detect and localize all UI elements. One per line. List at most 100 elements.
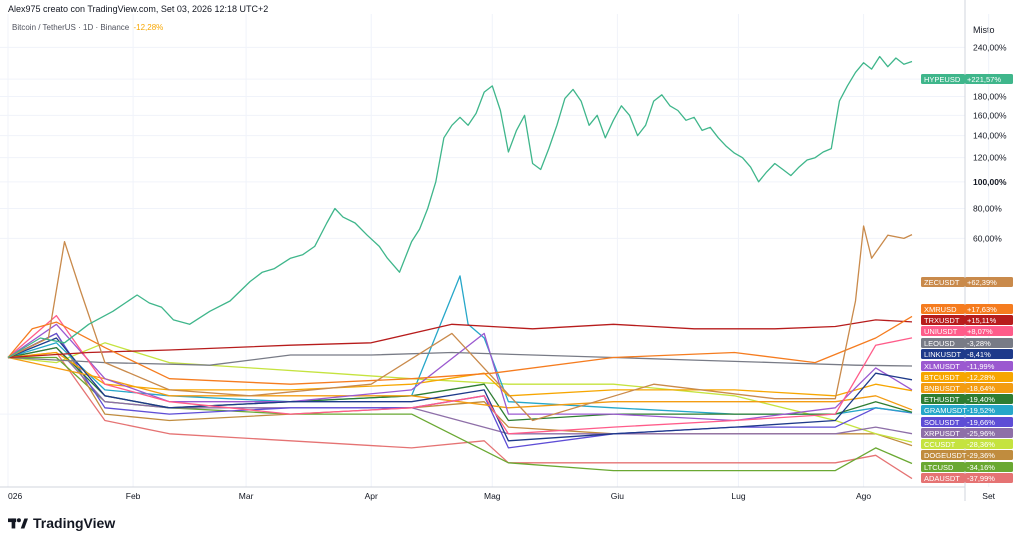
series-label-xmrusd[interactable]: XMRUSD +17,63% <box>921 304 1013 314</box>
series-label-xlmusdt[interactable]: XLMUSDT -11,99% <box>921 361 1013 371</box>
series-name: ADAUSDT <box>924 474 960 483</box>
symbol-change: -12,28% <box>133 23 164 32</box>
x-tick-label: Mar <box>239 491 254 501</box>
series-value-box <box>965 372 1013 382</box>
series-change: +221,57% <box>967 75 1001 84</box>
series-name: LTCUSD <box>924 463 954 472</box>
series-value-box <box>965 338 1013 348</box>
y-tick-label: 240,00% <box>973 42 1007 52</box>
series-name-box <box>921 439 965 449</box>
series-change: +15,11% <box>967 316 997 325</box>
series-change: -8,41% <box>967 350 991 359</box>
y-tick-label: 120,00% <box>973 153 1007 163</box>
series-label-btcusdt[interactable]: BTCUSDT -12,28% <box>921 372 1013 382</box>
series-name: BNBUSDT <box>924 384 960 393</box>
series-change: +8,07% <box>967 327 993 336</box>
series-line-adausdt <box>7 351 913 480</box>
series-name-box <box>921 74 965 84</box>
series-label-zecusdt[interactable]: ZECUSDT +62,39% <box>921 277 1013 287</box>
series-name: ETHUSDT <box>924 395 960 404</box>
series-label-adausdt[interactable]: ADAUSDT -37,99% <box>921 473 1013 483</box>
series-change: -19,52% <box>967 406 995 415</box>
series-label-gramusdt[interactable]: GRAMUSDT -19,52% <box>921 405 1013 415</box>
series-name-box <box>921 338 965 348</box>
series-name-box <box>921 304 965 314</box>
series-change: -18,64% <box>967 384 995 393</box>
series-value-box <box>965 361 1013 371</box>
series-label-ltcusd[interactable]: LTCUSD -34,16% <box>921 462 1013 472</box>
series-value-box <box>965 383 1013 393</box>
series-name: HYPEUSD <box>924 75 961 84</box>
series-label-uniusdt[interactable]: UNIUSDT +8,07% <box>921 326 1013 336</box>
series-name-box <box>921 473 965 483</box>
series-line-hypeusd <box>7 55 913 359</box>
series-value-box <box>965 349 1013 359</box>
price-scale-mode[interactable]: Misto <box>973 25 995 35</box>
series-name-box <box>921 462 965 472</box>
series-value-box <box>965 277 1013 287</box>
series-line-leousd <box>7 351 913 367</box>
series-name: ZECUSDT <box>924 278 960 287</box>
series-value-box <box>965 304 1013 314</box>
series-name-box <box>921 394 965 404</box>
series-label-ethusdt[interactable]: ETHUSDT -19,40% <box>921 394 1013 404</box>
series-name-box <box>921 405 965 415</box>
series-change: -34,16% <box>967 463 995 472</box>
series-name-box <box>921 450 965 460</box>
brand-name: TradingView <box>33 515 116 531</box>
series-name: BTCUSDT <box>924 373 960 382</box>
series-name: XRPUSDT <box>924 429 960 438</box>
series-name: SOLUSDT <box>924 418 960 427</box>
series-value-box <box>965 473 1013 483</box>
series-name-box <box>921 372 965 382</box>
series-line-xrpusdt <box>7 346 913 435</box>
series-change: -28,36% <box>967 440 995 449</box>
series-change: -25,96% <box>967 429 995 438</box>
x-tick-label: 026 <box>8 491 22 501</box>
x-tick-label: Apr <box>365 491 378 501</box>
series-name: TRXUSDT <box>924 316 960 325</box>
series-name-box <box>921 361 965 371</box>
series-label-hypeusd[interactable]: HYPEUSD +221,57% <box>921 74 1013 84</box>
series-name-box <box>921 315 965 325</box>
x-tick-label: Mag <box>484 491 501 501</box>
series-line-xlmusdt <box>7 323 913 422</box>
symbol-label: Bitcoin / TetherUS · 1D · Binance <box>12 23 130 32</box>
x-tick-label: Set <box>982 491 995 501</box>
series-label-xrpusdt[interactable]: XRPUSDT -25,96% <box>921 428 1013 438</box>
series-line-bnbusdt <box>7 356 913 411</box>
tradingview-logo: TradingView <box>8 515 115 531</box>
series-label-trxusdt[interactable]: TRXUSDT +15,11% <box>921 315 1013 325</box>
y-tick-label: 60,00% <box>973 233 1002 243</box>
series-line-linkusdt <box>7 337 913 442</box>
series-line-zecusdt <box>7 225 913 422</box>
series-change: -19,66% <box>967 418 995 427</box>
series-label-solusdt[interactable]: SOLUSDT -19,66% <box>921 417 1013 427</box>
series-name-box <box>921 277 965 287</box>
symbol-info[interactable]: Bitcoin / TetherUS · 1D · Binance -12,28… <box>12 23 163 32</box>
x-tick-label: Feb <box>126 491 141 501</box>
series-change: +62,39% <box>967 278 997 287</box>
series-name: LEOUSD <box>924 339 955 348</box>
series-label-ccusdt[interactable]: CCUSDT -28,36% <box>921 439 1013 449</box>
series-value-box <box>965 462 1013 472</box>
series-change: -3,28% <box>967 339 991 348</box>
x-tick-label: Lug <box>731 491 745 501</box>
series-line-ethusdt <box>7 346 913 422</box>
series-label-bnbusdt[interactable]: BNBUSDT -18,64% <box>921 383 1013 393</box>
series-value-box <box>965 74 1013 84</box>
series-value-box <box>965 326 1013 336</box>
series-name-box <box>921 326 965 336</box>
series-name: GRAMUSDT <box>924 406 967 415</box>
tradingview-logo-icon <box>8 518 28 529</box>
series-label-leousd[interactable]: LEOUSD -3,28% <box>921 338 1013 348</box>
y-tick-label: 160,00% <box>973 110 1007 120</box>
series-name-box <box>921 417 965 427</box>
series-line-trxusdt <box>7 319 913 359</box>
y-tick-label: 100,00% <box>973 177 1007 187</box>
series-label-linkusdt[interactable]: LINKUSDT -8,41% <box>921 349 1013 359</box>
series-line-xmrusd <box>7 315 913 385</box>
series-name: XLMUSDT <box>924 362 960 371</box>
series-label-dogeusdt[interactable]: DOGEUSDT -29,36% <box>921 450 1013 460</box>
